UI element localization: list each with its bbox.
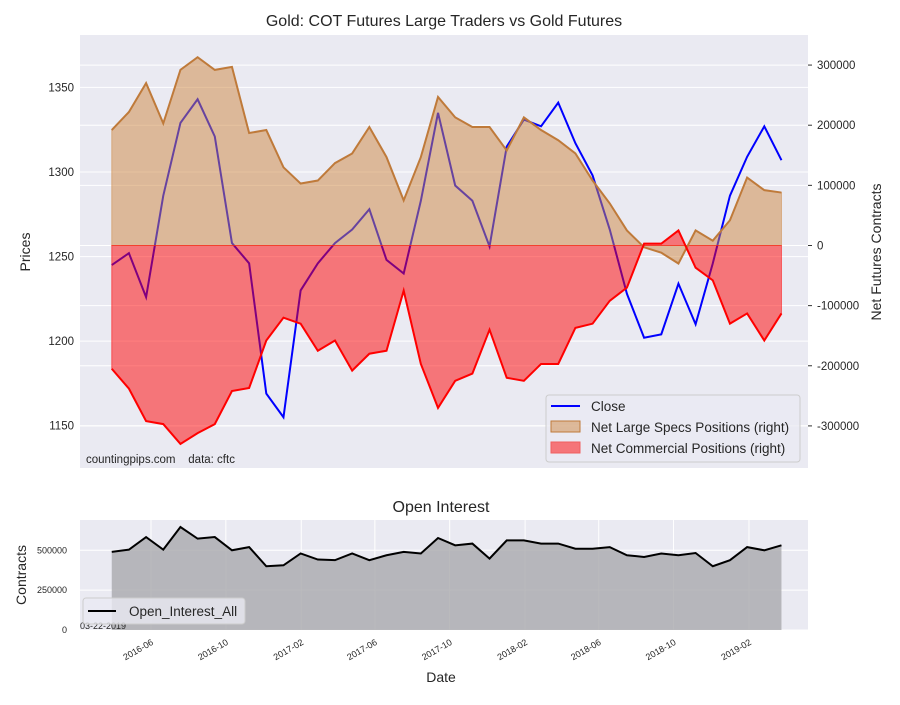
legend-label-close: Close xyxy=(591,399,626,414)
x-tick-label: 2016-10 xyxy=(196,637,230,662)
left-y-tick-label: 1300 xyxy=(48,167,74,179)
main-chart-title: Gold: COT Futures Large Traders vs Gold … xyxy=(266,13,622,30)
right-y-tick-label: -200000 xyxy=(817,361,859,373)
x-axis-label: Date xyxy=(426,669,456,685)
right-y-tick-label: 200000 xyxy=(817,120,855,132)
right-y-tick-label: 100000 xyxy=(817,180,855,192)
x-tick-label: 2017-06 xyxy=(345,637,379,662)
x-tick-label: 2016-06 xyxy=(121,637,155,662)
source-annotation: countingpips.com data: cftc xyxy=(86,454,235,466)
legend-swatch-specs xyxy=(550,420,581,433)
net-large-specs-line xyxy=(111,56,782,265)
oi-y-tick-label: 250000 xyxy=(37,585,67,595)
x-tick-label: 2018-02 xyxy=(496,637,530,662)
x-tick-label: 2018-10 xyxy=(644,637,678,662)
oi-legend: Open_Interest_All xyxy=(82,597,246,625)
x-tick-label: 2017-02 xyxy=(272,637,306,662)
oi-y-tick-label: 500000 xyxy=(37,545,67,555)
left-y-tick-label: 1250 xyxy=(48,252,74,264)
x-tick-label: 2018-06 xyxy=(569,637,603,662)
left-y-axis-label: Prices xyxy=(17,233,33,272)
legend-label-commercial: Net Commercial Positions (right) xyxy=(591,441,785,456)
left-y-tick-label: 1350 xyxy=(48,82,74,94)
x-tick-label: 2019-02 xyxy=(719,637,753,662)
legend-swatch-commercial xyxy=(550,441,581,454)
left-y-tick-label: 1150 xyxy=(49,421,74,433)
left-y-tick-label: 1200 xyxy=(48,336,74,348)
open-interest-area xyxy=(111,527,782,630)
x-tick-label: 2017-10 xyxy=(420,637,454,662)
main-legend: Close Net Large Specs Positions (right) … xyxy=(545,394,801,463)
open-interest-line xyxy=(111,525,782,568)
right-y-tick-label: -100000 xyxy=(817,301,859,313)
right-y-tick-label: 0 xyxy=(817,240,823,252)
right-y-tick-label: -300000 xyxy=(817,421,859,433)
oi-date-annotation: 03-22-2019 xyxy=(80,621,126,631)
net-commercial-line xyxy=(110,228,783,446)
oi-chart-title: Open Interest xyxy=(393,499,491,516)
oi-y-axis-label: Contracts xyxy=(13,545,29,605)
legend-label-open-interest: Open_Interest_All xyxy=(129,604,237,619)
oi-y-tick-label: 0 xyxy=(62,625,67,635)
right-y-tick-label: 300000 xyxy=(817,60,855,72)
right-y-axis-label: Net Futures Contracts xyxy=(868,184,884,321)
legend-label-specs: Net Large Specs Positions (right) xyxy=(591,420,789,435)
